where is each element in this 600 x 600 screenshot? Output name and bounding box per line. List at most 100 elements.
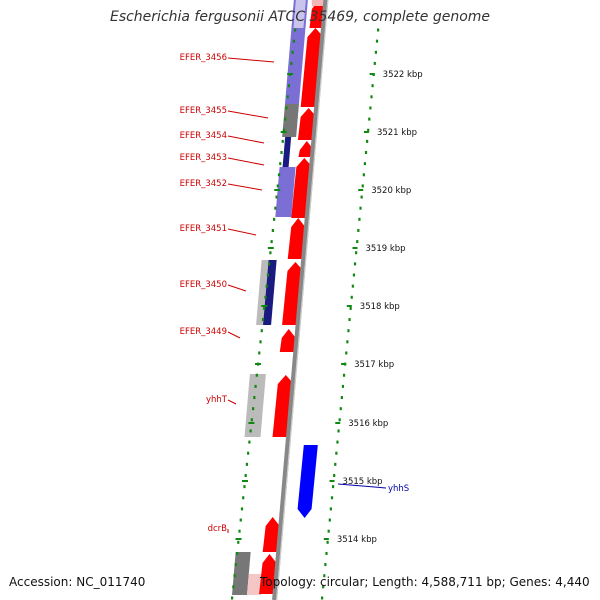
ruler-guide-dot-right xyxy=(358,217,361,221)
ruler-guide-dot-right xyxy=(353,262,357,266)
ruler-guide-dot-left xyxy=(269,251,272,255)
ruler-guide-dot-left xyxy=(238,529,241,533)
ruler-guide-dot-right xyxy=(340,396,343,400)
genome-summary-text: Topology: circular; Length: 4,588,711 bp… xyxy=(260,575,590,589)
ruler-tick-label: 3517 kbp xyxy=(354,360,394,370)
gene-arrow-forward xyxy=(259,554,277,594)
feature-block-navy xyxy=(282,137,292,167)
ruler-guide-dot-right xyxy=(348,318,351,322)
gene-arrow-forward xyxy=(287,218,306,259)
ruler-guide-dot-left xyxy=(261,318,265,322)
ruler-guide-dot-left xyxy=(280,151,283,155)
ruler-guide-dot-left xyxy=(259,340,262,344)
ruler-guide-dot-right xyxy=(357,228,360,232)
ruler-guide-dot-left xyxy=(250,418,253,422)
gene-label-leader xyxy=(227,157,265,166)
ruler-guide-dot-right xyxy=(347,329,350,333)
ruler-guide-dot-right xyxy=(349,306,352,310)
ruler-guide-dot-left xyxy=(232,585,235,589)
gene-arrow-forward xyxy=(311,0,326,6)
ruler-guide-dot-left xyxy=(268,262,271,266)
feature-block-purple xyxy=(275,167,296,217)
backbone-highlight xyxy=(275,0,329,600)
gene-label: EFER_3455 xyxy=(180,106,227,116)
ruler-guide-dot-right xyxy=(377,28,380,32)
ruler-guide-dot-right xyxy=(362,173,365,177)
gene-label-leader xyxy=(227,399,237,405)
accession-text: Accession: NC_011740 xyxy=(9,575,146,589)
ruler-guide-dot-right xyxy=(326,540,329,544)
ruler-guide-dot-right xyxy=(351,284,354,288)
gene-label-leader xyxy=(227,110,269,119)
gene-label-leader xyxy=(337,483,387,489)
ruler-guide-dot-left xyxy=(271,228,274,232)
ruler-guide-dot-right xyxy=(367,128,370,132)
feature-block-gray xyxy=(282,104,299,137)
gene-arrow-reverse xyxy=(297,445,318,518)
ruler-guide-dot-right xyxy=(373,61,376,65)
ruler-guide-dot-right xyxy=(342,373,346,377)
feature-block-gray xyxy=(232,552,251,595)
gene-label-leader xyxy=(227,135,265,144)
ruler-guide-dot-left xyxy=(270,240,273,244)
outer-feature-ring xyxy=(232,0,308,595)
gene-label: EFER_3454 xyxy=(180,131,227,141)
ruler-guide-dot-left xyxy=(245,462,249,466)
ruler-guide-dot-right xyxy=(370,95,373,99)
ruler-tick-label: 3519 kbp xyxy=(366,244,406,254)
ruler-guide-dot-left xyxy=(291,50,294,54)
gene-label: EFER_3456 xyxy=(180,53,227,63)
gene-label-leader xyxy=(227,57,275,63)
ruler-guide-dot-right xyxy=(336,440,339,444)
ruler-guide-dot-right xyxy=(369,106,372,110)
ruler-guide-dot-right xyxy=(355,251,358,255)
ruler-guide-dot-right xyxy=(327,529,330,533)
ruler-guide-dot-left xyxy=(260,329,263,333)
ruler-guide-dot-right xyxy=(331,485,335,489)
ruler-guide-dot-left xyxy=(282,128,286,132)
gene-label: EFER_3449 xyxy=(180,327,227,337)
ruler-guide-dot-right xyxy=(337,429,340,433)
gene-label-leader xyxy=(227,228,257,236)
feature-block-pink xyxy=(247,574,263,595)
ruler-guide-dot-right xyxy=(375,39,379,43)
gene-label: EFER_3452 xyxy=(180,179,227,189)
ruler-guide-dot-left xyxy=(265,284,268,288)
ruler-guide-dot-right xyxy=(338,418,341,422)
ruler-guide-dot-left xyxy=(237,540,240,544)
ruler-guide-dot-left xyxy=(286,95,289,99)
ruler-guide-dot-left xyxy=(277,173,281,177)
map-title: Escherichia fergusonii ATCC 35469, compl… xyxy=(109,9,491,25)
ruler-guide-dot-right xyxy=(359,206,362,210)
ruler-tick-label: 3514 kbp xyxy=(337,535,377,545)
ruler-guide-dot-right xyxy=(322,585,325,589)
ruler-guide-dot-left xyxy=(273,217,276,221)
gene-label: yhhT xyxy=(206,395,228,405)
ruler-tick-label: 3520 kbp xyxy=(371,186,411,196)
ruler-tick-label: 3515 kbp xyxy=(343,477,383,487)
ruler-guide-dot-left xyxy=(239,518,242,522)
gene-label: dcrB xyxy=(208,524,228,534)
ruler-guide-dot-left xyxy=(263,306,266,310)
ruler-guide-dot-left xyxy=(235,551,239,555)
backbone-line xyxy=(272,0,329,600)
gene-label: EFER_3450 xyxy=(180,280,227,290)
ruler-guide-dot-right xyxy=(371,84,374,88)
ruler-guide-dot-left xyxy=(285,106,288,110)
ruler-guide-dot-right xyxy=(366,139,369,143)
ruler-tick-label: 3522 kbp xyxy=(383,70,423,80)
ruler-guide-dot-left xyxy=(287,84,291,88)
gene-label: EFER_3451 xyxy=(180,224,227,234)
gene-label-leader xyxy=(227,331,241,339)
ruler-guide-dot-left xyxy=(279,162,282,166)
gene-label-leader xyxy=(227,183,263,191)
ruler-guide-dot-right xyxy=(361,184,364,188)
ruler-guide-dot-right xyxy=(356,240,359,244)
ruler-guide-dot-left xyxy=(248,440,251,444)
feature-block-lavender xyxy=(293,0,306,28)
ruler-guide-dot-left xyxy=(258,351,261,355)
feature-block-lightgray xyxy=(244,374,266,437)
ruler-guide-dot-left xyxy=(244,473,247,477)
ruler-tick-label: 3518 kbp xyxy=(360,302,400,312)
